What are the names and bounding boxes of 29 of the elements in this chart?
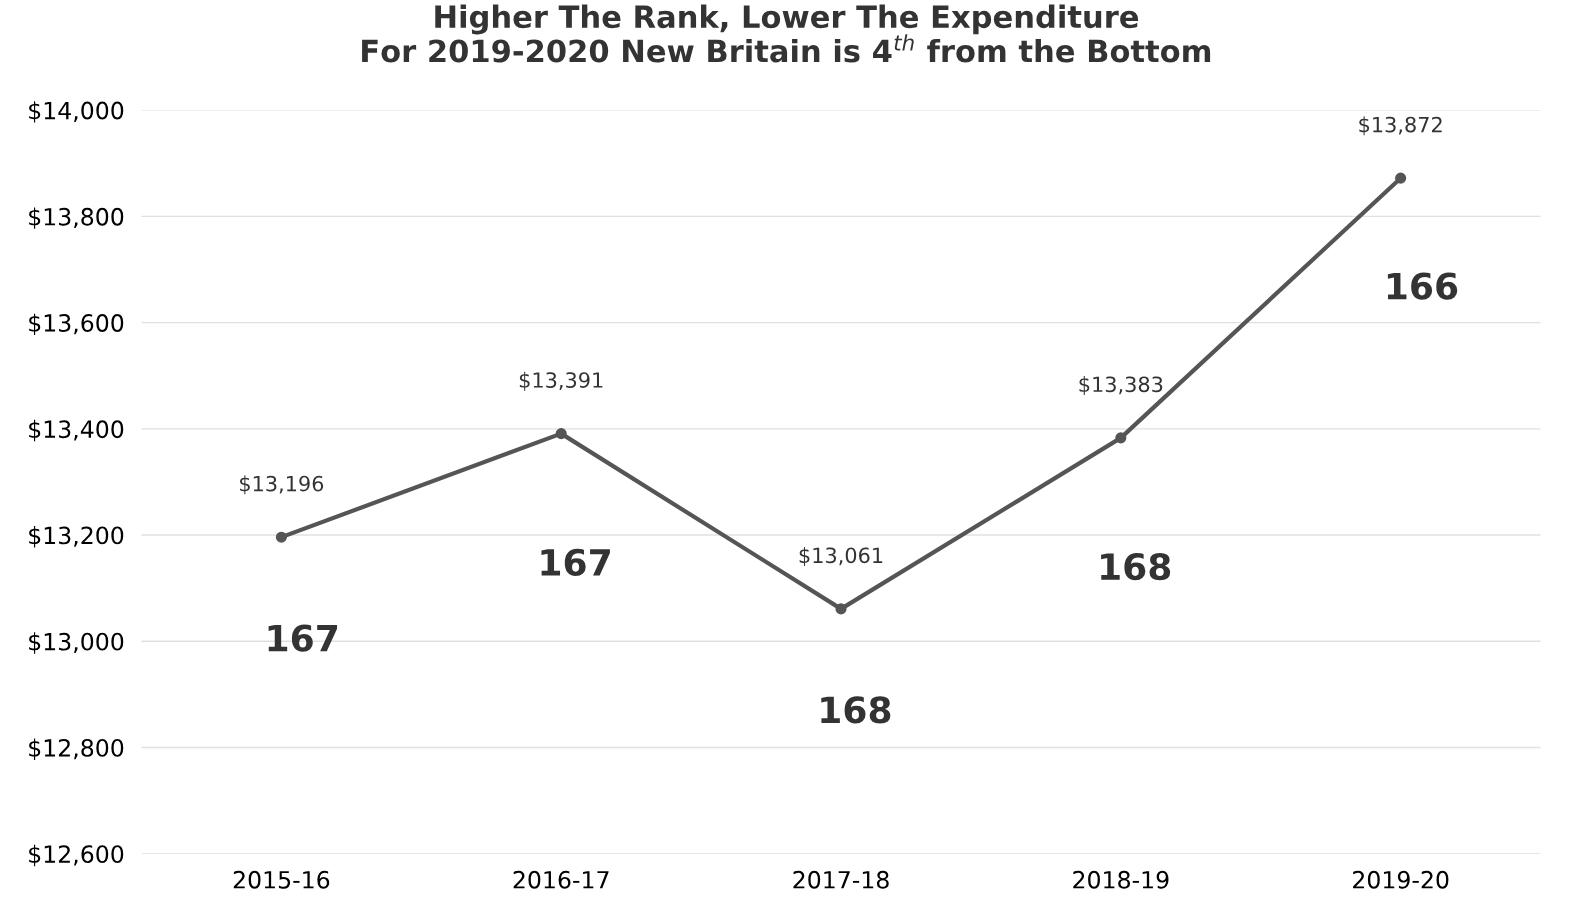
annotation: 168 bbox=[821, 696, 891, 724]
point bbox=[835, 603, 847, 615]
data-label: $13,872 bbox=[1359, 116, 1442, 136]
data-label: $13,196 bbox=[240, 475, 324, 495]
x-tick-label: 2019-20 bbox=[1353, 870, 1449, 889]
point bbox=[1395, 172, 1407, 184]
y-tick-label: $14,000 bbox=[29, 101, 124, 123]
y-tick-label: $13,000 bbox=[29, 632, 124, 654]
point bbox=[275, 531, 287, 543]
chart-title: Higher The Rank, Lower The Expenditure For 2019-2020 New Britain is 4$^{th}$ from the Bottom bbox=[362, 4, 1211, 63]
data-label: $13,061 bbox=[799, 547, 883, 566]
annotation: 167 bbox=[541, 548, 610, 577]
y-tick-label: $13,800 bbox=[29, 207, 124, 229]
y-tick-label: $12,600 bbox=[29, 844, 124, 867]
annotation: 166 bbox=[1387, 272, 1458, 300]
x-tick-label: 2015-16 bbox=[233, 870, 330, 889]
y-tick-label: $13,400 bbox=[29, 419, 124, 442]
x-tick-label: 2016-17 bbox=[513, 870, 609, 889]
point bbox=[1115, 432, 1127, 444]
x-tick-label: 2018-19 bbox=[1073, 870, 1169, 889]
annotation: 167 bbox=[268, 624, 338, 652]
point bbox=[555, 428, 567, 440]
data-label: $13,391 bbox=[519, 371, 603, 391]
annotation: 168 bbox=[1101, 552, 1171, 581]
x-tick-label: 2017-18 bbox=[793, 870, 889, 889]
y-tick-label: $13,200 bbox=[29, 526, 124, 548]
y-tick-label: $12,800 bbox=[29, 738, 124, 760]
data-label: $13,383 bbox=[1079, 376, 1163, 395]
y-tick-label: $13,600 bbox=[29, 313, 124, 336]
